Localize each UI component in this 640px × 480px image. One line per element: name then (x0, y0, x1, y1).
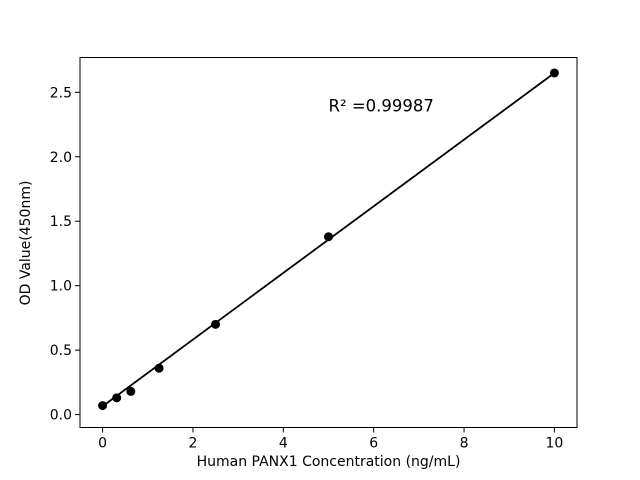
x-tick-label: 6 (369, 436, 378, 452)
x-axis-label: Human PANX1 Concentration (ng/mL) (197, 454, 461, 470)
x-tick-label: 10 (545, 436, 563, 452)
data-point (324, 232, 333, 242)
data-point (154, 363, 164, 373)
x-tick-label: 0 (98, 436, 107, 452)
y-tick-label: 2.0 (50, 150, 72, 166)
x-tick-label: 2 (188, 436, 197, 452)
y-tick-label: 0.5 (50, 343, 72, 359)
x-tick-label: 8 (460, 436, 469, 452)
data-point (549, 68, 559, 78)
y-tick-label: 1.0 (50, 279, 72, 295)
data-point (211, 319, 221, 329)
data-point (126, 386, 136, 396)
x-axis-ticks: 0 2 4 6 8 10 (98, 427, 563, 452)
x-tick-label: 4 (279, 436, 288, 452)
y-tick-label: 1.5 (50, 214, 72, 230)
data-point (112, 393, 122, 403)
y-tick-label: 0.0 (50, 408, 72, 424)
data-points-group (98, 68, 559, 411)
y-axis-label: OD Value(450nm) (18, 181, 34, 306)
data-point (98, 401, 108, 411)
r-squared-annotation: R² =0.99987 (329, 97, 434, 116)
y-axis-ticks: 0.0 0.5 1.0 1.5 2.0 2.5 (50, 85, 80, 424)
plot-border (79, 57, 578, 428)
y-tick-label: 2.5 (50, 85, 72, 101)
